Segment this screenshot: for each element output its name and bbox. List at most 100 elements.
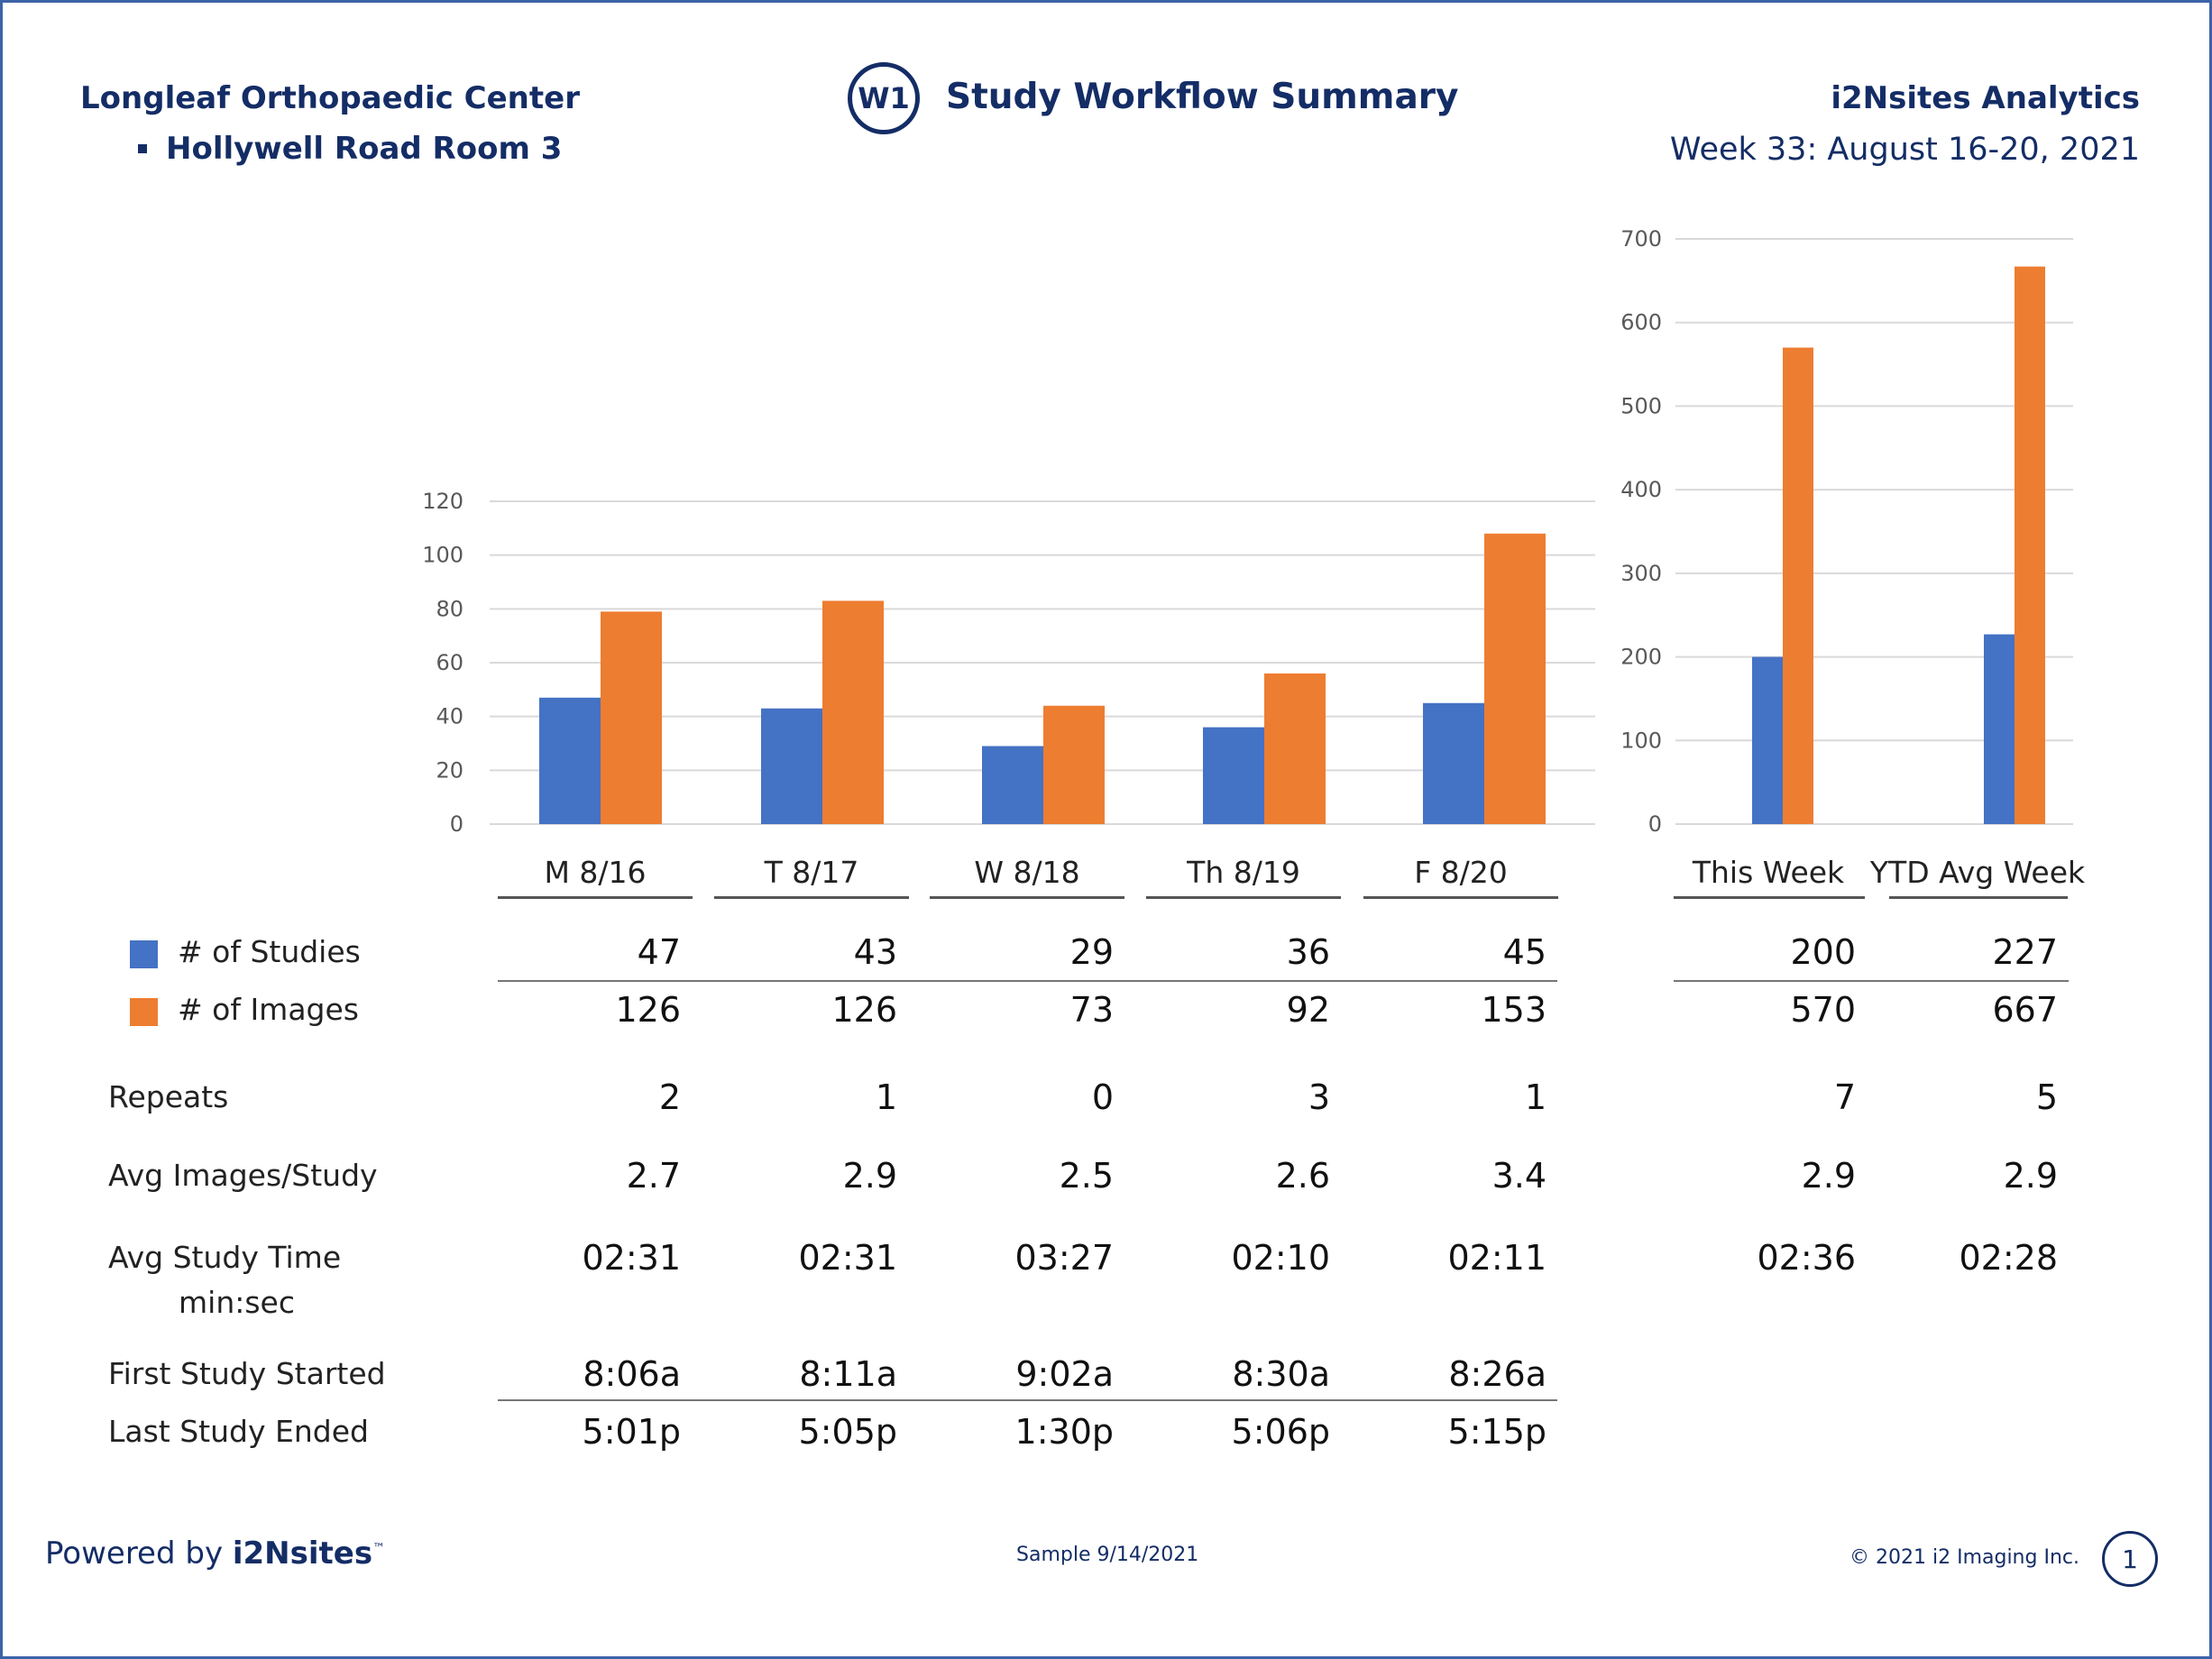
- report-title: Study Workflow Summary: [946, 77, 1459, 117]
- week-value: 200: [1790, 932, 1856, 972]
- y-tick-label: 700: [1620, 226, 1662, 252]
- category-underline: [1146, 896, 1341, 899]
- day-value: 2.9: [842, 1156, 897, 1196]
- day-value: 3.4: [1491, 1156, 1547, 1196]
- day-value: 8:30a: [1232, 1354, 1330, 1394]
- day-value: 2: [658, 1077, 681, 1117]
- week-value: 5: [2035, 1077, 2058, 1117]
- day-value: 2.5: [1059, 1156, 1114, 1196]
- trademark: ™: [372, 1541, 386, 1556]
- day-value: 8:06a: [583, 1354, 681, 1394]
- y-tick-label: 100: [422, 543, 464, 568]
- day-value: 45: [1502, 932, 1547, 972]
- day-value: 73: [1069, 990, 1114, 1030]
- category-underline: [498, 896, 693, 899]
- images-bar: [2015, 266, 2045, 824]
- week-value: 7: [1833, 1077, 1856, 1117]
- images-bar: [822, 600, 884, 824]
- week-value: 227: [1992, 932, 2058, 972]
- brand-name: i2Nsites Analytics: [1831, 80, 2140, 116]
- category-label: YTD Avg Week: [1869, 855, 2086, 890]
- category-label: T 8/17: [764, 855, 859, 890]
- row-divider: [498, 980, 1557, 982]
- day-value: 03:27: [1014, 1238, 1114, 1278]
- row-label: Avg Images/Study: [108, 1158, 378, 1193]
- day-value: 126: [615, 990, 681, 1030]
- week-value: 02:36: [1757, 1238, 1856, 1278]
- studies-bar: [1423, 702, 1484, 824]
- y-tick-label: 400: [1620, 477, 1662, 502]
- category-underline: [930, 896, 1124, 899]
- y-tick-label: 100: [1620, 728, 1662, 753]
- row-label: Last Study Ended: [108, 1414, 369, 1449]
- day-value: 3: [1308, 1077, 1330, 1117]
- y-tick-label: 200: [1620, 645, 1662, 670]
- studies-bar: [1984, 634, 2015, 824]
- day-value: 02:31: [582, 1238, 681, 1278]
- day-value: 5:01p: [582, 1412, 681, 1452]
- day-value: 02:10: [1231, 1238, 1330, 1278]
- day-value: 9:02a: [1015, 1354, 1114, 1394]
- powered-brand: i2Nsites: [232, 1535, 373, 1572]
- studies-legend-swatch: [130, 940, 158, 968]
- category-underline: [714, 896, 909, 899]
- day-value: 0: [1091, 1077, 1114, 1117]
- copyright: © 2021 i2 Imaging Inc.: [1849, 1546, 2079, 1569]
- y-tick-label: 0: [450, 811, 464, 837]
- category-label: Th 8/19: [1187, 855, 1300, 890]
- day-value: 2.7: [626, 1156, 681, 1196]
- row-label: # of Images: [178, 992, 359, 1027]
- category-label: F 8/20: [1414, 855, 1508, 890]
- studies-bar: [982, 746, 1043, 824]
- day-value: 47: [637, 932, 681, 972]
- row-divider: [498, 1399, 1557, 1401]
- category-underline: [1674, 896, 1865, 899]
- report-badge: W1: [848, 62, 920, 134]
- day-value: 8:11a: [799, 1354, 897, 1394]
- bar-charts: 0 20 40 60 80 100 120 0 100 200 300 400 500 600 700: [422, 226, 2073, 837]
- day-value: 1:30p: [1014, 1412, 1114, 1452]
- day-value: 5:06p: [1231, 1412, 1330, 1452]
- y-tick-label: 80: [436, 596, 464, 621]
- week-value: 570: [1790, 990, 1856, 1030]
- week-value: 667: [1992, 990, 2058, 1030]
- day-value: 43: [853, 932, 897, 972]
- images-bar: [601, 611, 662, 824]
- day-value: 29: [1069, 932, 1114, 972]
- weekly-chart: 0 100 200 300 400 500 600 700: [1620, 226, 2073, 837]
- y-tick-label: 20: [436, 757, 464, 783]
- studies-bar: [1203, 727, 1264, 824]
- row-label: Repeats: [108, 1079, 229, 1114]
- day-value: 2.6: [1275, 1156, 1330, 1196]
- studies-bar: [761, 708, 822, 824]
- day-value: 1: [1524, 1077, 1547, 1117]
- location-name: Hollywell Road Room 3: [166, 131, 563, 167]
- bullet-icon: [138, 144, 147, 153]
- powered-by: Powered by i2Nsites™: [45, 1535, 385, 1572]
- category-underline: [1889, 896, 2068, 899]
- images-bar: [1043, 705, 1105, 824]
- studies-bar: [1752, 656, 1783, 824]
- category-label: This Week: [1692, 855, 1845, 890]
- day-value: 1: [875, 1077, 897, 1117]
- row-divider: [1674, 980, 2069, 982]
- row-label: Avg Study Time: [108, 1240, 342, 1275]
- week-value: 02:28: [1959, 1238, 2058, 1278]
- sample-date: Sample 9/14/2021: [1016, 1544, 1199, 1566]
- row-label: # of Studies: [178, 934, 361, 969]
- y-tick-label: 120: [422, 489, 464, 514]
- images-legend-swatch: [130, 998, 158, 1026]
- week-value: 2.9: [1801, 1156, 1856, 1196]
- day-value: 92: [1286, 990, 1330, 1030]
- day-value: 5:15p: [1447, 1412, 1547, 1452]
- row-sublabel: min:sec: [179, 1285, 295, 1320]
- category-label: W 8/18: [974, 855, 1080, 890]
- y-tick-label: 300: [1620, 561, 1662, 586]
- day-value: 02:11: [1447, 1238, 1547, 1278]
- day-value: 8:26a: [1448, 1354, 1547, 1394]
- day-value: 153: [1481, 990, 1547, 1030]
- day-value: 5:05p: [798, 1412, 897, 1452]
- images-bar: [1264, 673, 1326, 824]
- day-value: 126: [831, 990, 897, 1030]
